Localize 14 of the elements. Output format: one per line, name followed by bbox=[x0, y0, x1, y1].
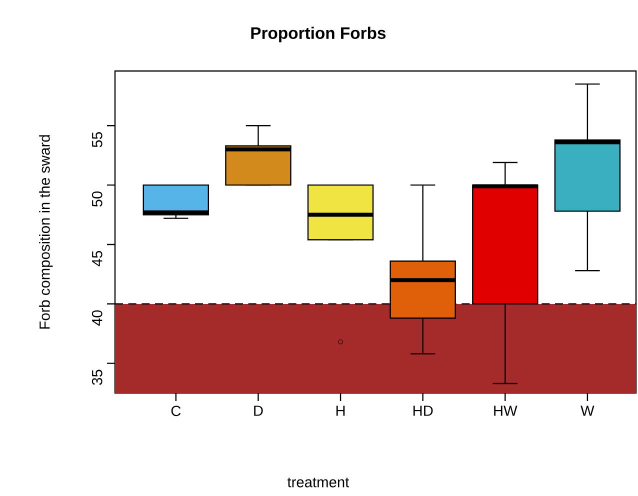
x-tick-label: C bbox=[171, 406, 181, 416]
chart-title: Proportion Forbs bbox=[251, 26, 386, 42]
x-tick-label: H bbox=[336, 406, 345, 416]
y-tick-label: 55 bbox=[92, 132, 102, 148]
y-axis-title: Forb composition in the sward bbox=[39, 135, 53, 329]
y-tick-label: 40 bbox=[92, 310, 102, 326]
x-tick-label: HW bbox=[494, 406, 518, 416]
x-axis-title: treatment bbox=[287, 478, 350, 488]
x-tick-label: W bbox=[580, 406, 594, 416]
y-tick-label: 45 bbox=[92, 250, 102, 266]
y-tick-label: 50 bbox=[92, 191, 102, 207]
x-tick-label: D bbox=[254, 406, 263, 416]
y-tick-label: 35 bbox=[92, 370, 102, 385]
x-tick-label: HD bbox=[413, 406, 433, 416]
